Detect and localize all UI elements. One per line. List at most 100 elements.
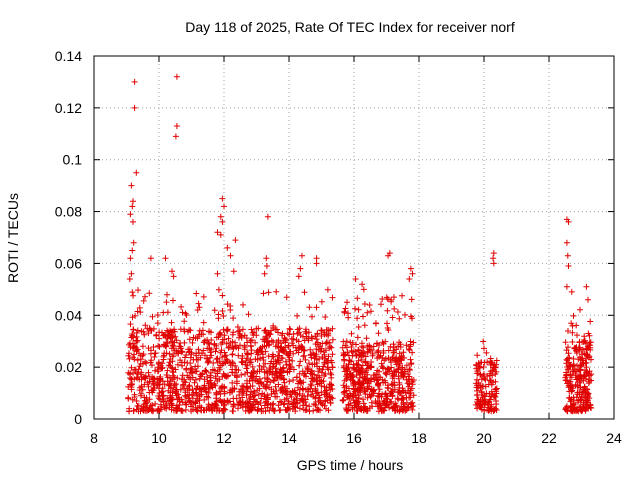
data-point: [349, 377, 356, 384]
data-point: [379, 363, 386, 370]
data-point: [580, 404, 587, 411]
data-point: [134, 327, 141, 334]
y-tick-label: 0.06: [55, 255, 82, 271]
data-point: [309, 375, 316, 382]
data-point: [205, 394, 212, 401]
data-point: [384, 382, 391, 389]
data-point: [195, 346, 202, 353]
data-point: [572, 366, 578, 373]
data-point: [409, 381, 416, 388]
data-point: [408, 360, 415, 367]
data-point: [298, 395, 305, 402]
data-point: [221, 353, 228, 360]
data-point: [200, 347, 207, 354]
data-point: [277, 407, 284, 413]
data-point: [262, 327, 269, 334]
data-point: [173, 388, 179, 395]
data-point: [363, 335, 370, 342]
data-point: [154, 320, 161, 327]
data-point: [575, 344, 582, 351]
data-point: [243, 392, 250, 399]
data-point: [183, 393, 190, 400]
data-point: [242, 403, 249, 410]
data-point: [257, 400, 264, 406]
data-point: [245, 351, 251, 358]
data-point: [181, 318, 188, 325]
data-point: [146, 378, 153, 385]
data-point: [218, 399, 225, 406]
data-point: [566, 354, 573, 361]
data-point: [296, 325, 303, 332]
data-point: [344, 365, 351, 372]
data-point: [207, 354, 213, 361]
data-point: [169, 368, 176, 375]
data-point: [289, 406, 296, 413]
data-point: [129, 396, 136, 403]
data-point: [584, 368, 590, 375]
data-point: [354, 399, 361, 406]
data-point: [248, 326, 255, 333]
data-point: [136, 376, 143, 383]
data-point: [166, 350, 173, 357]
data-point: [232, 237, 239, 244]
data-point: [128, 386, 135, 393]
data-point: [368, 308, 374, 315]
data-point: [206, 341, 213, 348]
y-tick-label: 0.12: [55, 100, 82, 116]
data-point: [576, 367, 583, 374]
data-point: [329, 364, 336, 371]
data-point: [344, 392, 351, 399]
data-point: [227, 252, 234, 259]
data-point: [244, 384, 251, 391]
data-point: [491, 392, 498, 399]
data-point: [191, 379, 198, 386]
data-point: [279, 355, 286, 362]
data-point: [376, 353, 383, 360]
data-point: [173, 73, 180, 80]
data-point: [568, 320, 575, 327]
data-point: [193, 356, 200, 363]
data-point: [230, 329, 237, 336]
data-point: [278, 340, 284, 347]
data-point: [364, 394, 371, 401]
data-point: [382, 390, 389, 397]
data-point: [182, 389, 189, 396]
data-point: [258, 405, 265, 412]
data-point: [178, 303, 185, 310]
data-point: [262, 408, 269, 415]
data-point: [389, 354, 396, 361]
data-point: [566, 362, 573, 369]
data-point: [247, 398, 254, 405]
data-point: [258, 366, 265, 373]
data-point: [372, 320, 379, 327]
data-point: [362, 353, 369, 360]
data-point: [565, 344, 571, 351]
data-point: [129, 203, 136, 210]
data-point: [128, 376, 135, 383]
data-point: [286, 354, 293, 361]
x-tick-label: 14: [281, 430, 297, 446]
data-point: [126, 276, 133, 282]
data-point: [154, 312, 161, 318]
data-point: [164, 374, 171, 381]
data-point: [179, 309, 186, 316]
data-point: [301, 347, 308, 354]
data-point: [569, 322, 576, 329]
data-point: [220, 313, 227, 319]
data-point: [372, 374, 379, 381]
data-point: [196, 391, 203, 398]
data-point: [155, 395, 162, 402]
data-point: [375, 347, 382, 354]
data-point: [273, 288, 280, 295]
data-point: [280, 347, 287, 354]
data-point: [493, 401, 500, 407]
data-point: [255, 325, 262, 332]
data-point: [248, 388, 254, 395]
data-point: [490, 250, 497, 257]
data-point: [583, 283, 590, 290]
data-point: [586, 395, 593, 402]
data-point: [243, 357, 249, 364]
data-point: [164, 309, 171, 316]
data-point: [580, 388, 586, 395]
data-point: [187, 369, 194, 376]
